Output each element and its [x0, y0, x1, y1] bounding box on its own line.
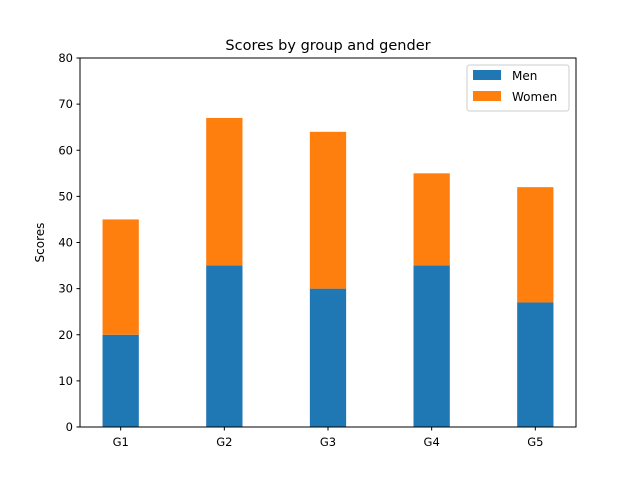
bar-women-g5	[517, 187, 554, 303]
bar-men-g2	[206, 265, 243, 427]
y-tick-label: 30	[58, 282, 73, 296]
bar-women-g1	[102, 219, 139, 335]
y-tick-label: 50	[58, 189, 73, 203]
y-tick-label: 20	[58, 328, 73, 342]
y-tick-label: 0	[66, 420, 73, 434]
bar-men-g1	[102, 334, 139, 427]
x-tick-label: G2	[216, 435, 232, 449]
bar-women-g4	[413, 173, 450, 266]
y-axis: 0 10 20 30 40 50 60 70 80	[58, 51, 80, 434]
legend-label-men: Men	[512, 69, 537, 83]
axes-frame	[79, 57, 577, 428]
x-tick-label: G1	[113, 435, 129, 449]
x-tick-label: G4	[424, 435, 440, 449]
y-tick-label: 70	[58, 97, 73, 111]
bar-women-g3	[309, 131, 347, 289]
bar-men-g4	[413, 265, 450, 427]
legend-swatch-women	[473, 91, 501, 101]
x-tick-label: G5	[527, 435, 543, 449]
x-tick-label: G3	[320, 435, 336, 449]
bar-women-g2	[206, 117, 243, 266]
legend-swatch-men	[473, 70, 501, 80]
y-tick-label: 40	[58, 236, 73, 250]
x-axis: G1 G2 G3 G4 G5	[113, 427, 543, 449]
legend: Men Women	[466, 64, 570, 112]
y-tick-label: 60	[58, 143, 73, 157]
y-tick-label: 80	[58, 51, 73, 65]
y-tick-label: 10	[58, 374, 73, 388]
y-axis-label: Scores	[33, 223, 47, 263]
bars	[102, 117, 554, 427]
bar-men-g3	[309, 288, 347, 427]
chart-title: Scores by group and gender	[225, 38, 430, 54]
bar-men-g5	[517, 302, 554, 427]
legend-label-women: Women	[512, 90, 557, 104]
